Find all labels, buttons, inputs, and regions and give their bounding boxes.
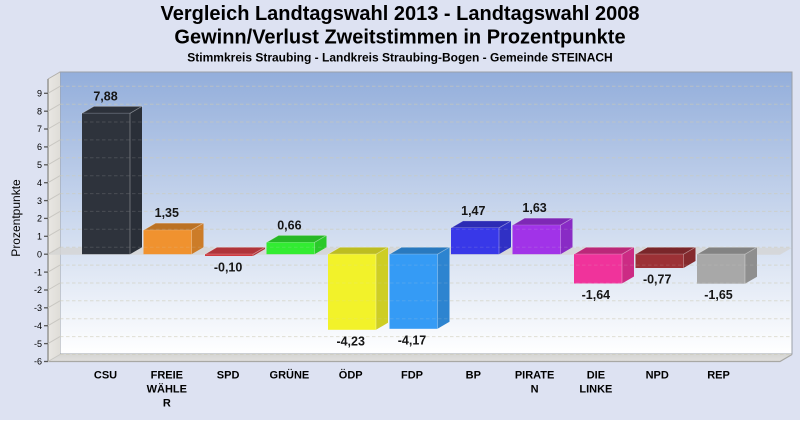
svg-text:-2: -2 — [34, 285, 42, 295]
svg-text:REP: REP — [707, 370, 730, 382]
svg-text:Vergleich Landtagswahl 2013 -: Vergleich Landtagswahl 2013 - Landtagswa… — [160, 3, 639, 25]
svg-text:SPD: SPD — [217, 370, 240, 382]
svg-text:NPD: NPD — [646, 370, 669, 382]
svg-text:-0,77: -0,77 — [643, 273, 672, 287]
svg-text:3: 3 — [37, 196, 42, 206]
svg-text:9: 9 — [37, 89, 42, 99]
svg-text:N: N — [531, 384, 539, 396]
svg-text:-1,65: -1,65 — [704, 288, 733, 302]
svg-text:CSU: CSU — [94, 370, 117, 382]
svg-text:-5: -5 — [34, 339, 42, 349]
svg-text:1,35: 1,35 — [155, 206, 179, 220]
svg-text:FREIE: FREIE — [151, 370, 183, 382]
svg-text:7,88: 7,88 — [93, 89, 117, 103]
svg-text:WÄHLE: WÄHLE — [147, 383, 187, 396]
svg-text:1: 1 — [37, 232, 42, 242]
svg-text:ÖDP: ÖDP — [339, 369, 363, 382]
svg-text:-4,17: -4,17 — [398, 333, 427, 347]
svg-text:8: 8 — [37, 106, 42, 116]
svg-text:Stimmkreis Straubing - Landkre: Stimmkreis Straubing - Landkreis Straubi… — [187, 51, 612, 65]
svg-text:GRÜNE: GRÜNE — [270, 369, 310, 382]
svg-text:-1,64: -1,64 — [582, 288, 611, 302]
svg-text:2: 2 — [37, 214, 42, 224]
svg-text:1,63: 1,63 — [522, 201, 546, 215]
svg-text:0: 0 — [37, 249, 42, 259]
svg-text:-4,23: -4,23 — [336, 334, 365, 348]
svg-text:BP: BP — [466, 370, 481, 382]
svg-text:-4: -4 — [34, 321, 42, 331]
svg-text:PIRATE: PIRATE — [515, 370, 555, 382]
svg-text:Gewinn/Verlust Zweitstimmen in: Gewinn/Verlust Zweitstimmen in Prozentpu… — [174, 27, 625, 49]
svg-text:7: 7 — [37, 124, 42, 134]
svg-text:1,47: 1,47 — [461, 204, 485, 218]
svg-text:-6: -6 — [34, 357, 42, 367]
svg-text:6: 6 — [37, 142, 42, 152]
svg-text:-3: -3 — [34, 303, 42, 313]
svg-text:FDP: FDP — [401, 370, 423, 382]
svg-text:-1: -1 — [34, 267, 42, 277]
svg-text:0,66: 0,66 — [277, 218, 301, 232]
svg-text:4: 4 — [37, 178, 42, 188]
svg-text:R: R — [163, 398, 171, 410]
svg-text:DIE: DIE — [587, 370, 605, 382]
svg-text:LINKE: LINKE — [579, 384, 612, 396]
svg-text:5: 5 — [37, 160, 42, 170]
svg-text:Prozentpunkte: Prozentpunkte — [9, 179, 23, 257]
svg-text:-0,10: -0,10 — [214, 261, 243, 275]
